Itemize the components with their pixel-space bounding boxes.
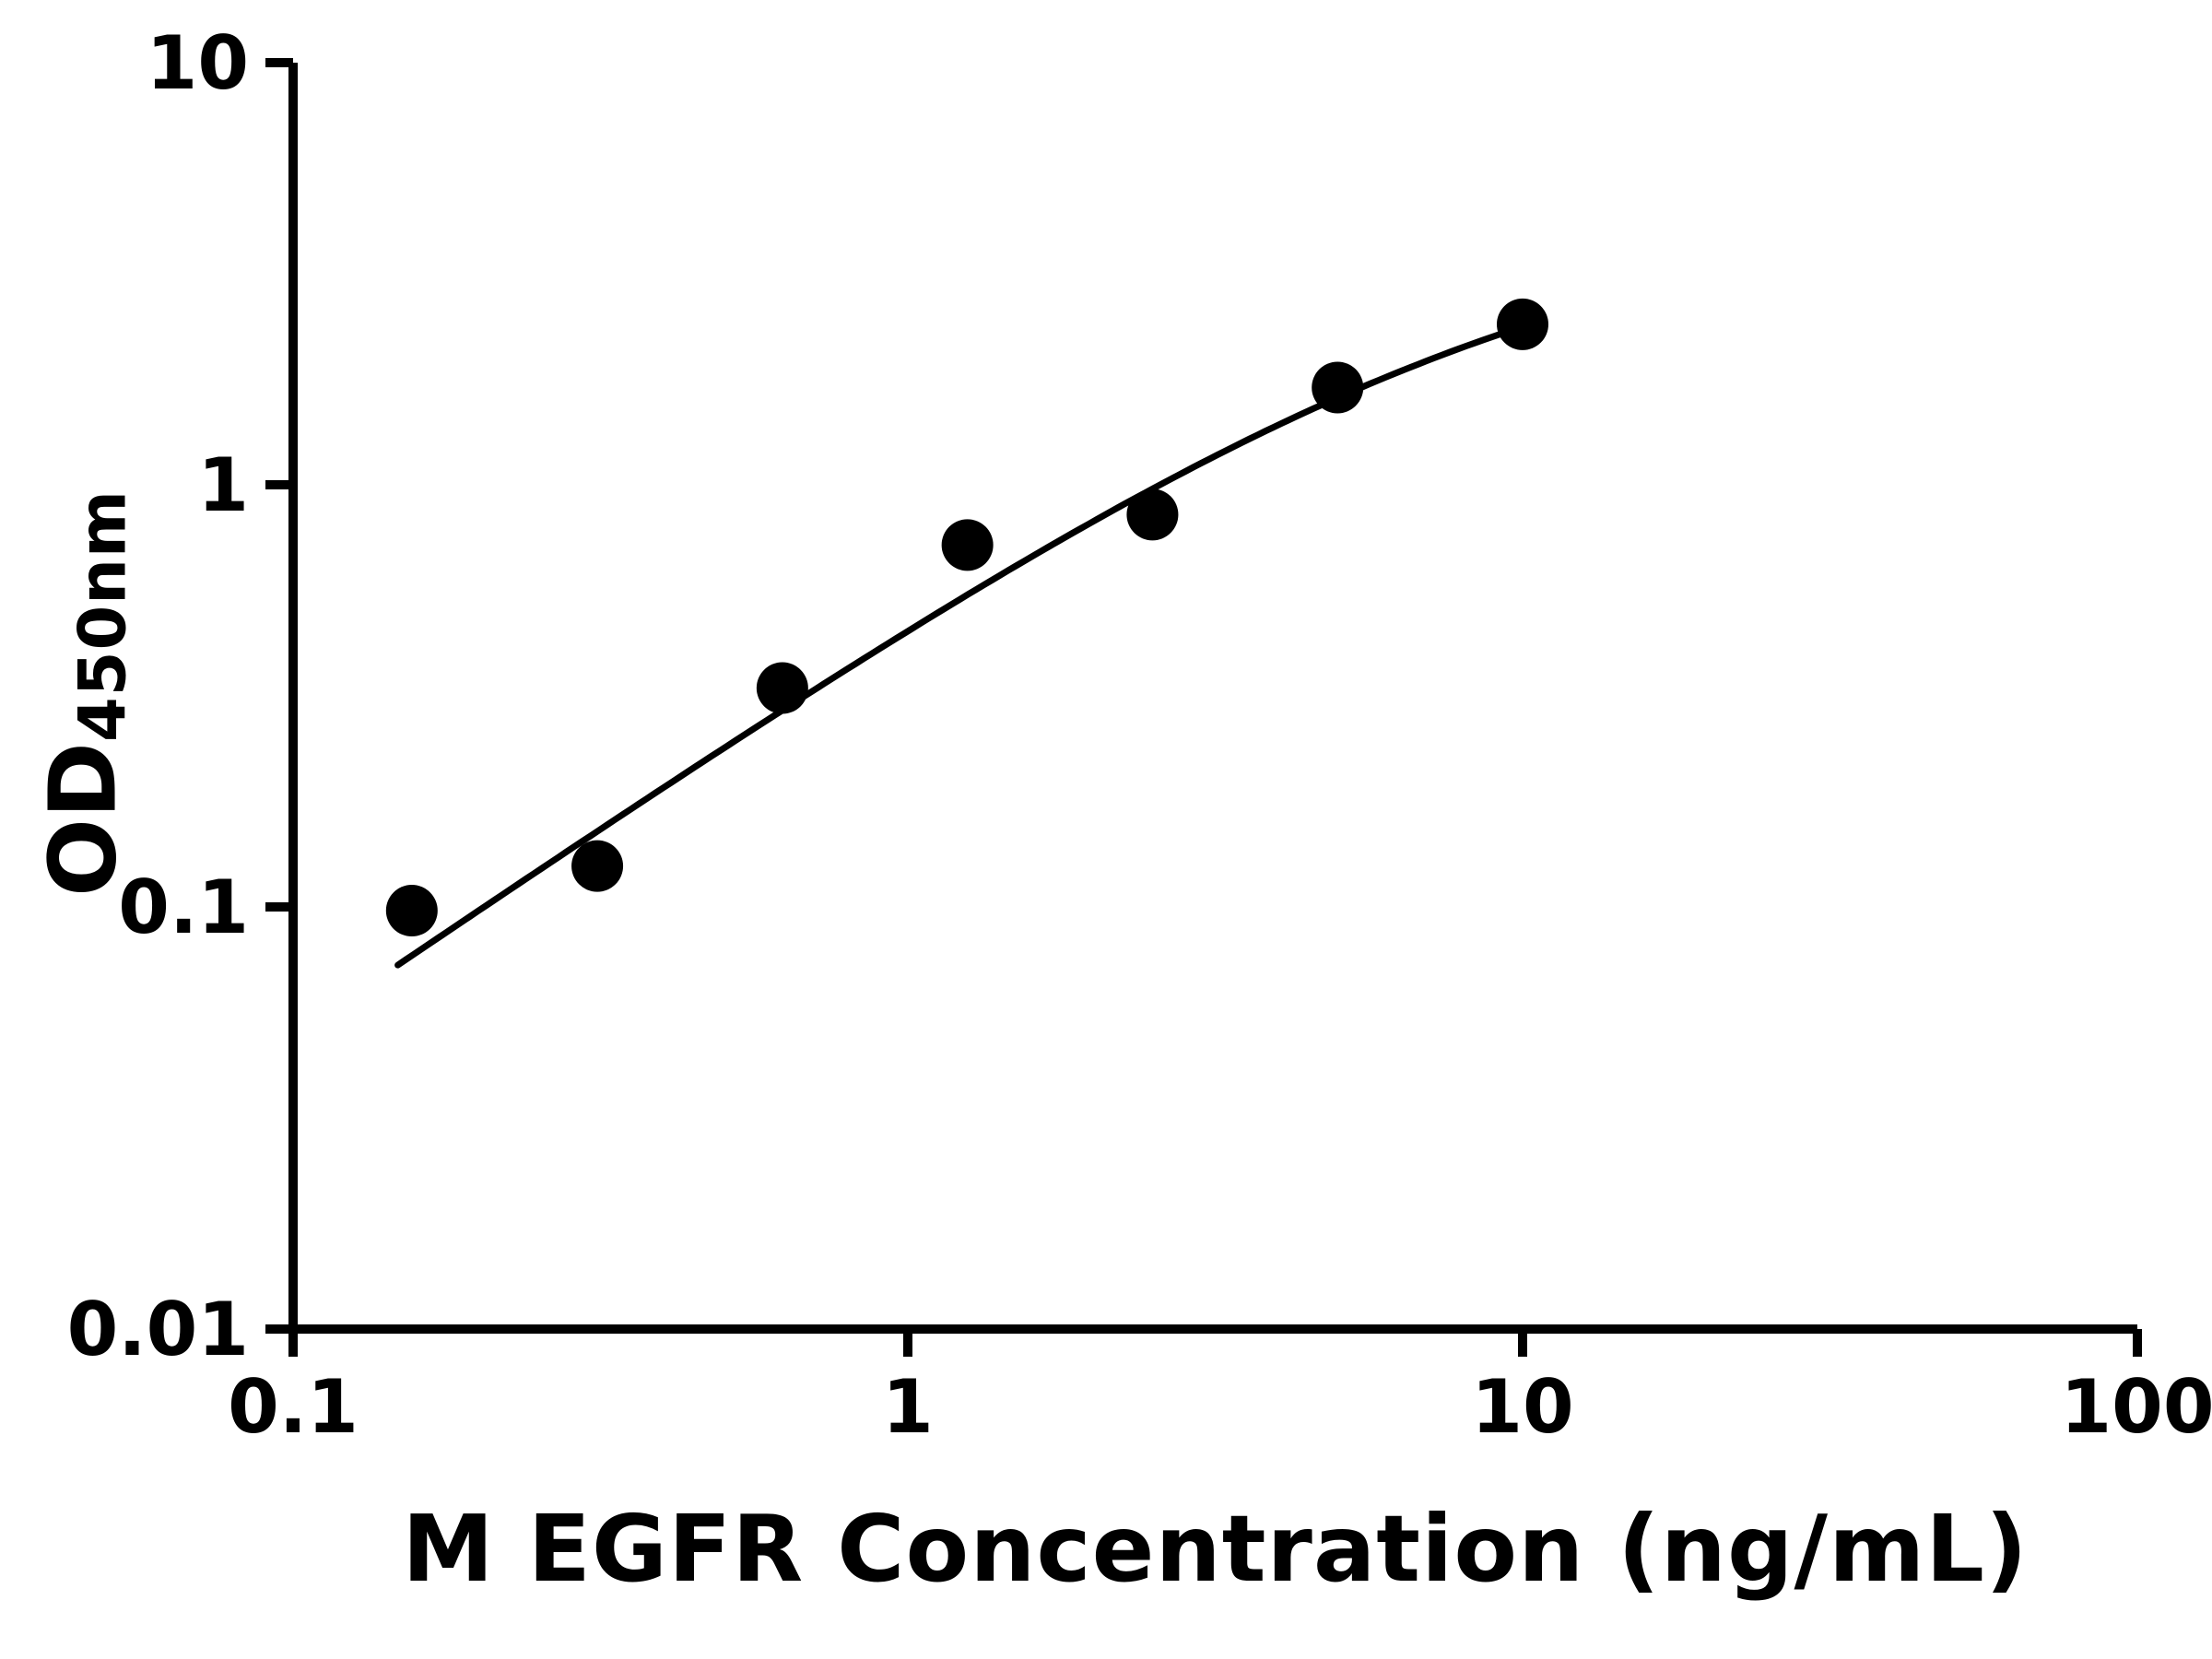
data-point	[941, 519, 994, 571]
y-axis-title-subscript: 450nm	[65, 489, 141, 742]
fit-curve-line	[394, 324, 1526, 969]
x-tick-label: 10	[1471, 1364, 1573, 1450]
data-point	[1126, 488, 1179, 541]
x-axis-title: M EGFR Concentration (ng/mL)	[402, 1495, 2029, 1603]
x-tick-label: 1	[882, 1364, 934, 1450]
y-tick-label: 1	[197, 442, 249, 528]
y-tick-label: 0.01	[67, 1287, 249, 1372]
data-point	[1312, 361, 1364, 414]
data-point	[385, 885, 438, 937]
x-tick-label: 100	[2061, 1364, 2212, 1450]
x-tick-label: 0.1	[228, 1364, 359, 1450]
y-axis-title-main: OD	[29, 741, 137, 897]
data-point	[1497, 298, 1548, 350]
data-point	[571, 840, 624, 892]
y-axis-title: OD450nm	[29, 489, 140, 897]
y-tick-label: 10	[147, 20, 249, 106]
y-tick-label: 0.1	[118, 865, 249, 950]
data-point	[756, 662, 808, 714]
